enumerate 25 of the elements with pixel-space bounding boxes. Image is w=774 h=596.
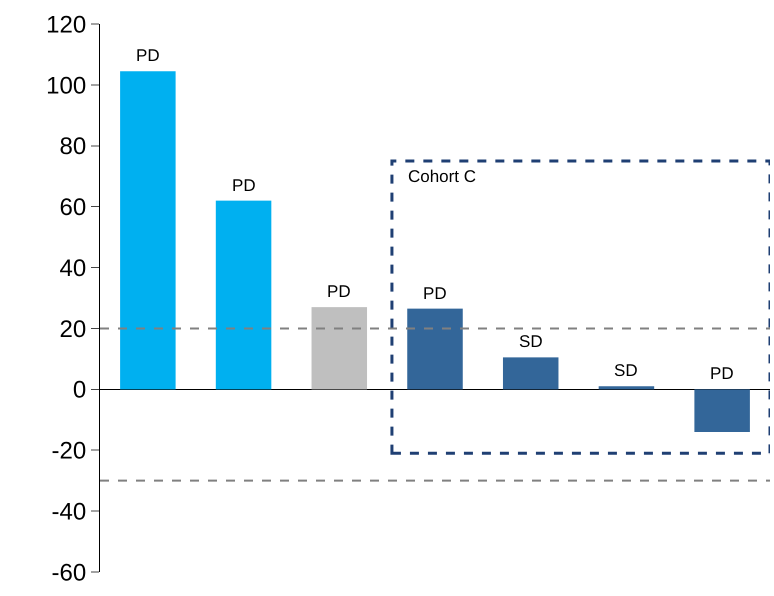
bar (407, 308, 463, 390)
y-tick-label: 80 (59, 133, 86, 160)
bar (312, 307, 368, 390)
data-label: PD (710, 364, 734, 383)
y-tick-label: 20 (59, 316, 86, 343)
data-label: SD (614, 361, 638, 380)
y-tick-label: 60 (59, 194, 86, 222)
y-tick-label: -40 (52, 498, 86, 526)
y-tick-label: 100 (46, 72, 86, 100)
y-tick-label: 40 (59, 254, 86, 282)
bar (598, 386, 654, 390)
y-tick-label: 0 (72, 376, 86, 404)
bar (216, 200, 272, 390)
data-label: PD (327, 282, 351, 301)
data-label: PD (423, 284, 447, 303)
y-tick-label: 120 (46, 11, 86, 38)
data-label: PD (136, 46, 160, 65)
data-label: SD (519, 332, 543, 351)
y-tick-label: -60 (52, 559, 86, 586)
bar (694, 389, 750, 432)
annotation: Cohort C (408, 167, 476, 186)
bar (120, 71, 176, 390)
data-label: PD (232, 176, 256, 195)
y-tick-label: -20 (52, 438, 86, 465)
bar (502, 357, 558, 390)
